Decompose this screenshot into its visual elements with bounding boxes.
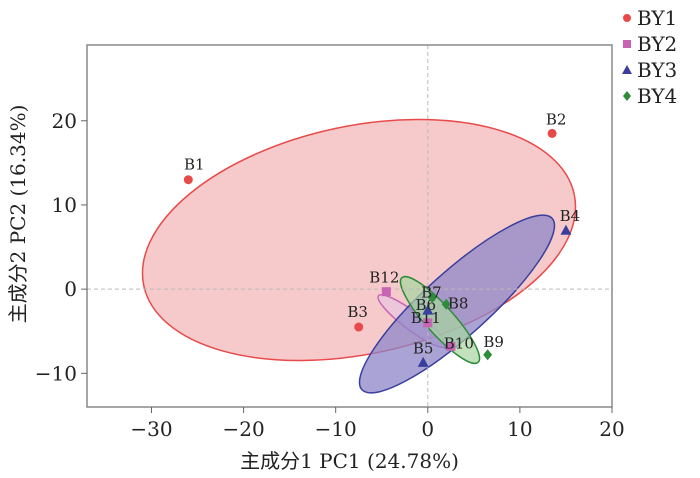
point-b3	[354, 322, 364, 332]
x-tick-label: −10	[315, 417, 357, 441]
x-tick-label: 20	[599, 417, 624, 441]
confidence-ellipses	[141, 118, 577, 394]
point-label-b5: B5	[413, 339, 434, 357]
point-b7	[427, 292, 437, 304]
point-label-b10: B10	[444, 334, 474, 352]
y-tick-label: 20	[52, 109, 77, 133]
x-tick-label: 10	[507, 417, 532, 441]
legend-marker-by2	[623, 40, 631, 48]
x-tick-label: −20	[222, 417, 264, 441]
y-tick-label: 10	[52, 193, 77, 217]
ellipse-by4	[399, 275, 481, 365]
point-b5	[417, 356, 429, 367]
point-label-b11: B11	[411, 309, 441, 327]
point-b1	[183, 175, 193, 185]
legend-label-by3: BY3	[637, 58, 677, 82]
point-b8	[441, 298, 451, 310]
legend-label-by2: BY2	[637, 32, 677, 56]
y-axis-title: 主成分2 PC2 (16.34%)	[6, 105, 30, 324]
point-b12	[381, 287, 391, 297]
point-label-b9: B9	[483, 333, 504, 351]
legend-marker-by3	[622, 65, 632, 74]
legend-marker-by4	[623, 91, 631, 101]
point-b9	[483, 349, 493, 361]
point-label-b8: B8	[448, 294, 469, 312]
legend-marker-by1	[623, 14, 631, 22]
point-b6	[422, 304, 434, 315]
point-b2	[547, 128, 557, 138]
legend-label-by1: BY1	[637, 6, 677, 30]
point-b4	[560, 224, 572, 235]
ellipse-by3	[358, 214, 556, 394]
point-label-b4: B4	[560, 207, 581, 225]
x-axis-title: 主成分1 PC1 (24.78%)	[240, 449, 459, 473]
x-tick-label: 0	[421, 417, 434, 441]
x-tick-label: −30	[130, 417, 172, 441]
point-b10	[446, 341, 456, 351]
point-label-b2: B2	[546, 110, 567, 128]
legend-label-by4: BY4	[637, 84, 677, 108]
point-label-b7: B7	[421, 284, 442, 302]
axis-ticks: −30 −20 −10 0 10 20 −10 0 10 20	[35, 109, 625, 441]
point-label-b12: B12	[369, 269, 399, 287]
point-label-b3: B3	[347, 303, 368, 321]
point-label-b1: B1	[184, 156, 205, 174]
plot-frame	[86, 44, 613, 408]
y-tick-label: −10	[35, 361, 77, 385]
point-b11	[423, 318, 433, 328]
y-tick-label: 0	[64, 277, 77, 301]
reference-lines	[87, 45, 612, 407]
